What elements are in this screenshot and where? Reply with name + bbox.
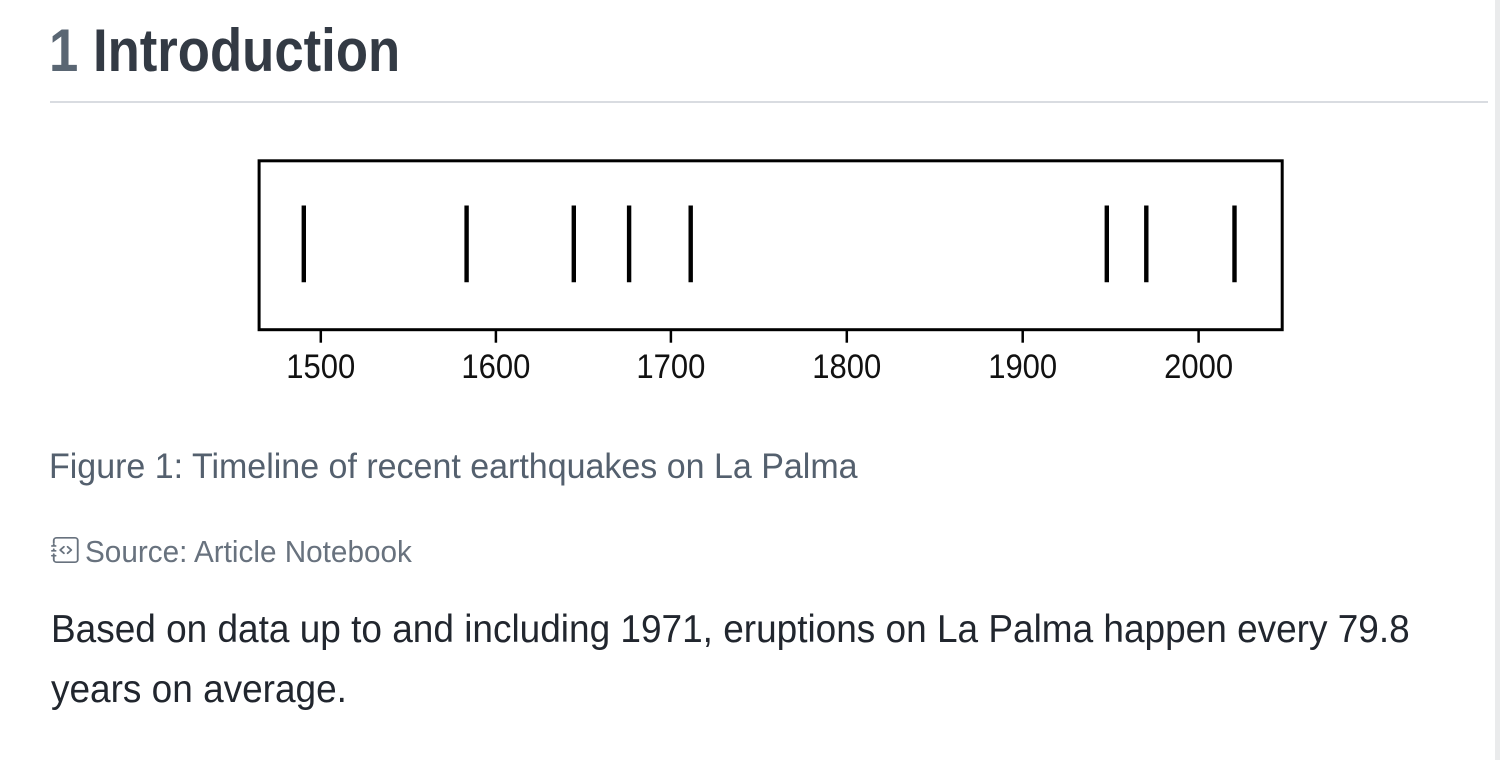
svg-text:2000: 2000 bbox=[1164, 348, 1233, 386]
svg-text:1600: 1600 bbox=[461, 348, 530, 386]
svg-text:1800: 1800 bbox=[812, 348, 881, 386]
svg-text:1500: 1500 bbox=[286, 348, 355, 386]
svg-text:1700: 1700 bbox=[636, 348, 705, 386]
svg-text:1900: 1900 bbox=[988, 348, 1057, 386]
